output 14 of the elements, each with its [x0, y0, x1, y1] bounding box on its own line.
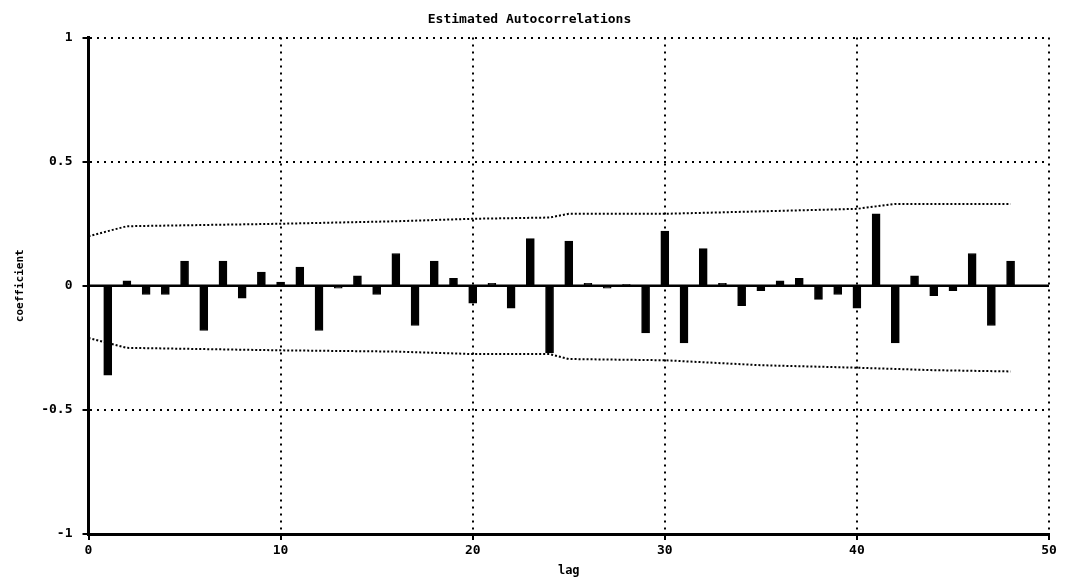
- x-tick-label: 0: [84, 542, 93, 558]
- y-axis-title: coefficient: [13, 249, 27, 323]
- x-tick-label: 20: [464, 542, 481, 558]
- y-tick-label: 0: [64, 277, 73, 293]
- x-axis-title: lag: [557, 562, 580, 577]
- y-tick-label: -0.5: [41, 401, 73, 417]
- x-tick-label: 40: [849, 542, 865, 558]
- y-tick-label: -1: [56, 525, 73, 541]
- y-tick-label: 0.5: [49, 153, 73, 169]
- x-tick-label: 30: [656, 542, 673, 558]
- x-tick-label: 10: [272, 542, 289, 558]
- x-tick-label: 50: [1041, 542, 1057, 558]
- chart-title: Estimated Autocorrelations: [427, 11, 632, 27]
- y-tick-label: 1: [64, 28, 73, 44]
